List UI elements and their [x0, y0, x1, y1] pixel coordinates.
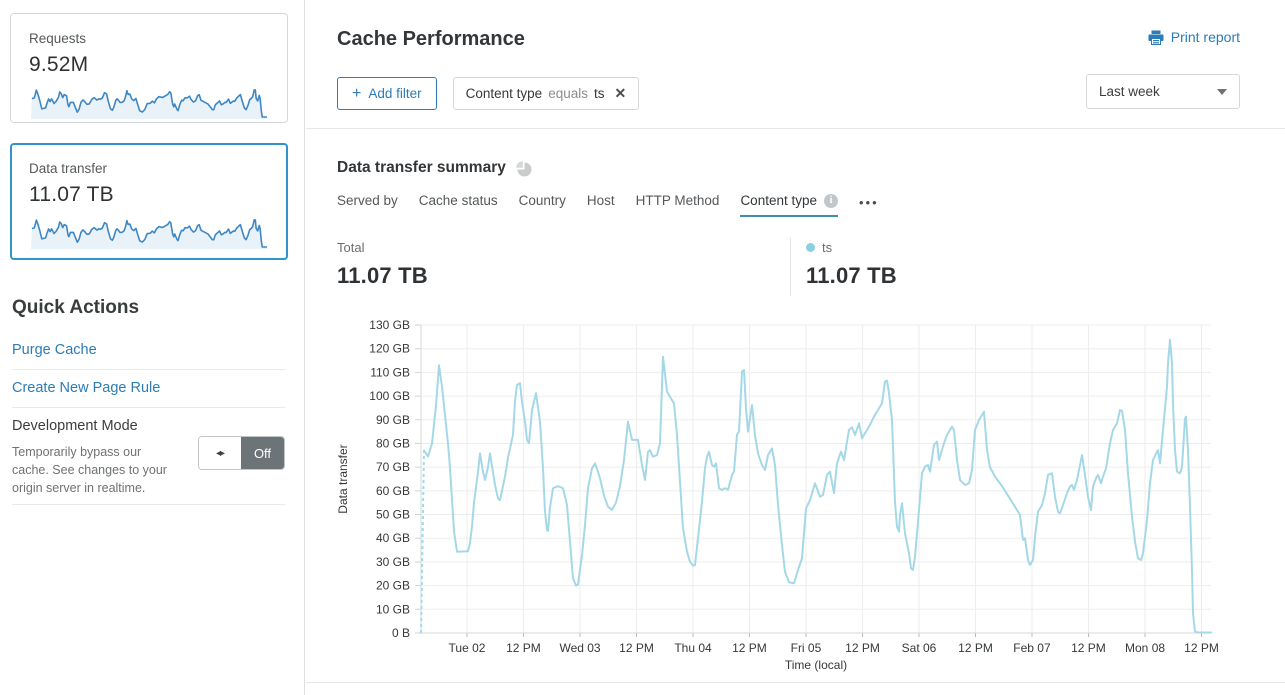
- toggle-arrows-icon: ◂▸: [199, 437, 241, 469]
- section-title-row: Data transfer summary: [337, 159, 532, 177]
- tab-country[interactable]: Country: [519, 193, 566, 215]
- create-new-page-rule-link[interactable]: Create New Page Rule: [12, 380, 161, 396]
- x-tick-label: 12 PM: [958, 641, 993, 655]
- x-tick-label: 12 PM: [1184, 641, 1219, 655]
- y-tick-label: 50 GB: [376, 508, 410, 522]
- print-report-button[interactable]: Print report: [1148, 29, 1240, 45]
- tab-content-type[interactable]: Content type i: [740, 193, 838, 217]
- x-tick-label: Mon 08: [1125, 641, 1165, 655]
- y-tick-label: 120 GB: [369, 342, 410, 356]
- tab-label: Country: [518, 193, 566, 208]
- legend-dot: [806, 243, 815, 252]
- x-axis-label: Time (local): [785, 658, 847, 672]
- x-tick-label: 12 PM: [732, 641, 767, 655]
- development-mode-title: Development Mode: [12, 418, 138, 434]
- plus-icon: +: [352, 84, 362, 102]
- legend-series-value: 11.07 TB: [806, 263, 897, 288]
- line-chart-canvas[interactable]: 130 GB 120 GB 110 GB 100 GB 90 GB 80 GB 70 GB 6…: [330, 318, 1230, 684]
- tab-label: Host: [586, 193, 615, 208]
- toggle-state-label: Off: [241, 437, 284, 469]
- quick-actions-title: Quick Actions: [12, 297, 140, 318]
- tab-host[interactable]: Host: [587, 193, 615, 215]
- add-filter-label: Add filter: [368, 86, 422, 101]
- development-mode-toggle[interactable]: ◂▸ Off: [198, 436, 285, 470]
- divider: [306, 128, 1285, 129]
- info-icon[interactable]: i: [824, 193, 838, 208]
- total-label: Total: [337, 240, 365, 255]
- requests-card-label: Requests: [29, 31, 87, 46]
- x-tick-label: 12 PM: [1071, 641, 1106, 655]
- print-report-label: Print report: [1170, 29, 1240, 45]
- pie-chart-icon: [516, 160, 532, 176]
- x-tick-label: 12 PM: [506, 641, 541, 655]
- tab-http-method[interactable]: HTTP Method: [636, 193, 720, 215]
- filter-chip-operator: equals: [548, 86, 588, 101]
- x-tick-label: Feb 07: [1013, 641, 1051, 655]
- y-tick-label: 60 GB: [376, 484, 410, 498]
- requests-card-value: 9.52M: [29, 53, 89, 76]
- filter-chip-field: Content type: [465, 86, 543, 101]
- y-tick-label: 90 GB: [376, 413, 410, 427]
- time-range-value: Last week: [1099, 84, 1160, 99]
- chevron-down-icon: [1217, 88, 1227, 95]
- divider: [790, 238, 791, 296]
- x-tick-label: 12 PM: [619, 641, 654, 655]
- x-tick-label: Fri 05: [791, 641, 822, 655]
- series-legend-stat: ts 11.07 TB: [806, 240, 897, 289]
- divider: [12, 407, 285, 408]
- y-tick-label: 10 GB: [376, 602, 410, 616]
- analytics-sidebar: Requests 9.52M Data transfer 11.07 TB Qu…: [0, 0, 305, 695]
- more-tabs-button[interactable]: •••: [859, 195, 879, 210]
- y-tick-label: 130 GB: [369, 318, 410, 332]
- legend-series-name: ts: [822, 240, 833, 255]
- divider: [12, 369, 285, 370]
- y-tick-label: 0 B: [392, 626, 410, 640]
- y-tick-label: 70 GB: [376, 460, 410, 474]
- tab-label: HTTP Method: [635, 193, 720, 208]
- x-tick-label: Wed 03: [559, 641, 600, 655]
- y-tick-label: 80 GB: [376, 436, 410, 450]
- y-axis-label: Data transfer: [336, 444, 350, 513]
- divider: [12, 504, 285, 505]
- requests-sparkline-chart: [31, 89, 269, 119]
- data-transfer-summary-title: Data transfer summary: [337, 159, 506, 176]
- x-tick-label: Sat 06: [902, 641, 937, 655]
- y-tick-label: 100 GB: [369, 389, 410, 403]
- data-transfer-chart[interactable]: 130 GB 120 GB 110 GB 100 GB 90 GB 80 GB 70 GB 6…: [330, 318, 1230, 684]
- series-line-ts: [423, 338, 1212, 634]
- total-stat: Total 11.07 TB: [337, 240, 428, 289]
- total-value: 11.07 TB: [337, 263, 428, 288]
- data-transfer-stat-card[interactable]: Data transfer 11.07 TB: [10, 143, 288, 260]
- development-mode-description: Temporarily bypass our cache. See change…: [12, 445, 167, 496]
- requests-stat-card[interactable]: Requests 9.52M: [10, 13, 288, 123]
- purge-cache-link[interactable]: Purge Cache: [12, 342, 97, 358]
- data-transfer-card-value: 11.07 TB: [29, 183, 114, 206]
- y-tick-label: 30 GB: [376, 555, 410, 569]
- data-transfer-sparkline-chart: [31, 219, 269, 249]
- y-tick-label: 20 GB: [376, 579, 410, 593]
- page-title: Cache Performance: [337, 28, 525, 50]
- x-tick-label: 12 PM: [845, 641, 880, 655]
- y-tick-label: 110 GB: [370, 365, 410, 379]
- x-tick-label: Thu 04: [674, 641, 712, 655]
- y-tick-label: 40 GB: [376, 531, 410, 545]
- time-range-select[interactable]: Last week: [1086, 74, 1240, 109]
- filter-bar: + Add filter Content type equals ts ✕: [337, 77, 640, 110]
- filter-chip-content-type[interactable]: Content type equals ts ✕: [452, 77, 640, 110]
- printer-icon: [1148, 30, 1164, 45]
- tab-cache-status[interactable]: Cache status: [419, 193, 498, 215]
- tab-served-by[interactable]: Served by: [337, 193, 398, 215]
- tab-label: Content type: [740, 193, 817, 208]
- filter-chip-value: ts: [593, 86, 605, 101]
- data-transfer-card-label: Data transfer: [29, 161, 108, 176]
- remove-filter-icon[interactable]: ✕: [614, 85, 627, 101]
- divider: [306, 682, 1285, 683]
- tab-label: Served by: [337, 193, 398, 208]
- tab-label: Cache status: [418, 193, 498, 208]
- x-tick-label: Tue 02: [449, 641, 486, 655]
- add-filter-button[interactable]: + Add filter: [337, 77, 437, 110]
- summary-tabs: Served by Cache status Country Host HTTP Met…: [337, 193, 879, 217]
